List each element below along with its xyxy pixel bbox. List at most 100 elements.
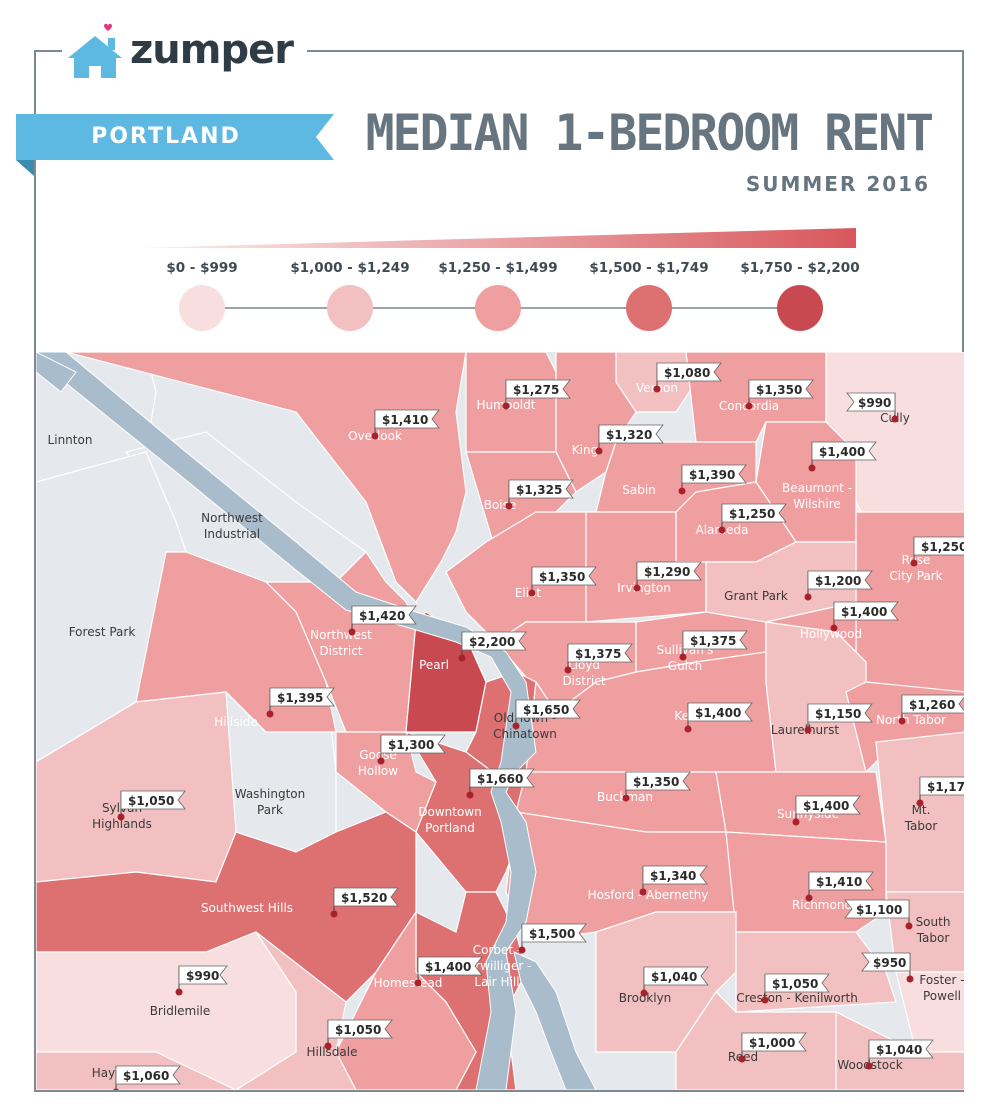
- neighborhood-label: North Tabor: [876, 713, 946, 727]
- price-flag: $1,290: [633, 561, 702, 592]
- neighborhood-label: Homestead: [374, 976, 443, 990]
- price-value: $1,420: [359, 609, 405, 623]
- price-flag: $1,050: [324, 1019, 393, 1050]
- price-flag: $1,250: [910, 536, 966, 567]
- neighborhood-label: Northwest District: [310, 628, 372, 658]
- price-flag: $1,410: [805, 871, 874, 902]
- neighborhood-label: Hosford - Abernethy: [588, 888, 709, 902]
- legend-label: $1,250 - $1,499: [438, 260, 558, 276]
- price-flag: $1,390: [678, 464, 747, 495]
- price-flag: $1,050: [761, 973, 830, 1004]
- neighborhood-map: Linnton Northwest Industrial Forest Park Was…: [36, 352, 966, 1090]
- price-value: $2,200: [469, 635, 515, 649]
- price-flag: $1,300: [377, 734, 446, 765]
- price-flag: $1,325: [505, 479, 574, 510]
- price-flag: $1,000: [738, 1032, 807, 1063]
- legend-label: $1,750 - $2,200: [740, 260, 860, 276]
- ribbon-fold: [16, 160, 34, 176]
- neighborhood-label: Pearl: [419, 658, 449, 672]
- price-value: $1,050: [772, 977, 818, 991]
- brand-name: zumper: [130, 27, 294, 73]
- price-flag: $1,150: [804, 703, 873, 734]
- neighborhood-label: Irvington: [617, 581, 671, 595]
- legend-swatch: [475, 285, 521, 331]
- price-value: $1,350: [633, 775, 679, 789]
- price-value: $1,200: [815, 574, 861, 588]
- price-value: $1,400: [425, 960, 471, 974]
- page-subtitle: SUMMER 2016: [745, 172, 930, 196]
- neighborhood-label: Hillside: [214, 715, 258, 729]
- price-value: $1,400: [819, 445, 865, 459]
- price-flag: $1,420: [348, 605, 417, 636]
- price-flag: $1,660: [466, 768, 535, 799]
- neighborhood-label: South Tabor: [916, 915, 951, 945]
- price-flag: $1,375: [564, 643, 633, 674]
- legend-gradient-bar: [140, 228, 856, 248]
- price-value: $990: [858, 396, 891, 410]
- neighborhood-label: Mt. Tabor: [904, 803, 938, 833]
- price-value: $1,375: [690, 634, 736, 648]
- brand-logo: zumper: [62, 22, 307, 78]
- price-value: $1,050: [335, 1023, 381, 1037]
- price-flag: $1,395: [266, 687, 335, 718]
- price-value: $1,320: [606, 428, 652, 442]
- legend-swatch: [626, 285, 672, 331]
- price-flag: $1,350: [745, 379, 814, 410]
- price-value: $1,390: [689, 468, 735, 482]
- price-flag: $1,260: [898, 694, 964, 725]
- price-flag: $1,340: [639, 865, 708, 896]
- price-value: $1,400: [803, 799, 849, 813]
- price-value: $1,350: [756, 383, 802, 397]
- river: [36, 352, 77, 393]
- price-value: $1,410: [816, 875, 862, 889]
- price-value: $1,395: [277, 691, 323, 705]
- neighborhood-label: Linnton: [48, 433, 93, 447]
- price-flag: $1,500: [518, 923, 587, 954]
- neighborhood-label: Sabin: [622, 483, 656, 497]
- price-value: $1,080: [664, 366, 710, 380]
- price-value: $1,260: [909, 698, 955, 712]
- price-value: $950: [873, 956, 906, 970]
- price-flag: $1,275: [502, 379, 571, 410]
- price-value: $1,410: [382, 413, 428, 427]
- region-foster-powell: [895, 971, 964, 1053]
- price-value: $1,375: [575, 647, 621, 661]
- price-flag: $1,410: [371, 409, 440, 440]
- price-flag: $1,650: [512, 699, 581, 730]
- price-flag: $950: [861, 952, 914, 983]
- price-value: $1,500: [529, 927, 575, 941]
- region-hillsdale: [234, 931, 357, 1090]
- legend-label: $1,000 - $1,249: [290, 260, 410, 276]
- price-value: $1,040: [876, 1043, 922, 1057]
- price-flag: $1,060: [113, 1065, 181, 1090]
- price-flag: $1,040: [865, 1039, 934, 1070]
- neighborhood-label: Creston - Kenilworth: [736, 991, 858, 1005]
- price-value: $1,060: [123, 1069, 169, 1083]
- price-flag: $990: [175, 965, 228, 996]
- price-value: $1,250: [921, 540, 966, 554]
- page-title: MEDIAN 1-BEDROOM RENT: [365, 104, 933, 162]
- price-value: $1,040: [651, 970, 697, 984]
- neighborhood-label: Eliot: [515, 586, 542, 600]
- neighborhood-label: Forest Park: [69, 625, 136, 639]
- price-value: $1,290: [644, 565, 690, 579]
- price-value: $1,400: [841, 605, 887, 619]
- price-flag: $1,175: [916, 776, 966, 807]
- price-value: $1,000: [749, 1036, 795, 1050]
- neighborhood-label: Southwest Hills: [201, 901, 293, 915]
- legend-label: $1,500 - $1,749: [589, 260, 709, 276]
- neighborhood-label: Corbet -Terwilliger -Lair Hill: [462, 943, 532, 989]
- price-value: $1,100: [856, 903, 902, 917]
- neighborhood-label: Rose City Park: [889, 553, 942, 583]
- legend-swatch: [327, 285, 373, 331]
- price-value: $1,175: [927, 780, 966, 794]
- neighborhood-label: Beaumont -Wilshire: [782, 481, 852, 511]
- neighborhood-label: Northwest Industrial: [201, 511, 263, 541]
- price-flag: $1,400: [830, 601, 899, 632]
- price-value: $1,325: [516, 483, 562, 497]
- price-flag: $1,400: [684, 702, 753, 733]
- price-flag: $1,080: [653, 362, 722, 393]
- price-value: $1,350: [539, 570, 585, 584]
- price-value: $990: [186, 969, 219, 983]
